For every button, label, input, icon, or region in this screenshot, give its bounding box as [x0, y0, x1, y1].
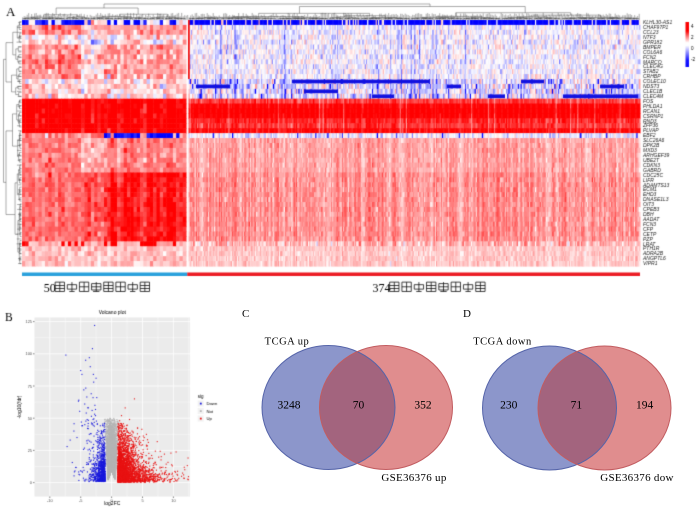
- svg-text:230: 230: [500, 400, 518, 412]
- svg-text:352: 352: [414, 400, 432, 412]
- svg-text:194: 194: [636, 400, 654, 412]
- svg-text:TCGA up: TCGA up: [265, 337, 310, 348]
- svg-text:TCGA down: TCGA down: [473, 337, 532, 348]
- svg-text:71: 71: [571, 400, 583, 412]
- svg-text:D: D: [463, 308, 471, 320]
- svg-text:GSE36376 up: GSE36376 up: [381, 472, 447, 484]
- svg-text:70: 70: [353, 400, 365, 412]
- svg-text:GSE36376 dow: GSE36376 dow: [600, 472, 674, 484]
- svg-text:3248: 3248: [278, 400, 301, 412]
- svg-text:C: C: [242, 308, 249, 320]
